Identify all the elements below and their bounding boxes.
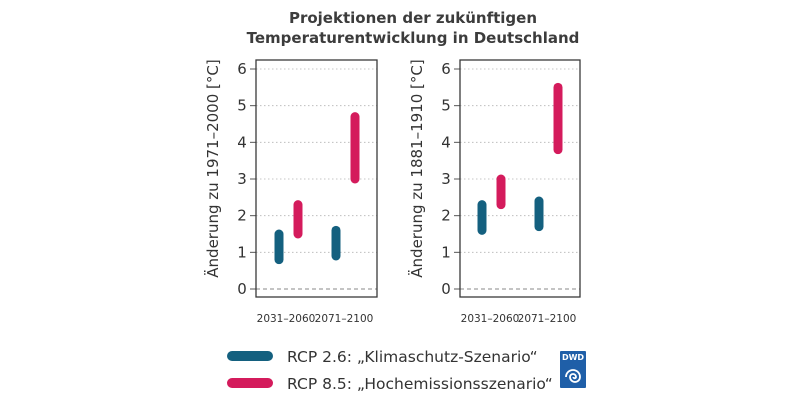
y-tick-label: 2	[441, 207, 451, 225]
chart-panel-1: 0 1 2 3 4 5 6 Änderung zu 1971–2000 [°C] 2031–20…	[203, 59, 378, 325]
x-category-label: 2031–2060	[461, 313, 520, 325]
y-axis-label: Änderung zu 1881–1910 [°C]	[407, 59, 426, 277]
y-tick-label: 2	[237, 207, 247, 225]
y-tick-label: 3	[441, 170, 451, 188]
legend-label-1: RCP 2.6: „Klimaschutz-Szenario“	[287, 348, 538, 366]
y-tick-label: 5	[441, 97, 451, 115]
chart-panel-2: 0 1 2 3 4 5 6 Änderung zu 1881–1910 [°C] 2031–20…	[407, 59, 581, 325]
chart-title-line-2: Temperaturentwicklung in Deutschland	[247, 29, 580, 47]
y-tick-label: 1	[237, 243, 247, 261]
legend: RCP 2.6: „Klimaschutz-Szenario“ RCP 8.5: …	[227, 348, 553, 393]
x-category-label: 2071–2100	[315, 313, 374, 325]
legend-label-2: RCP 8.5: „Hochemissionsszenario“	[287, 375, 553, 393]
y-tick-label: 1	[441, 243, 451, 261]
logo-swirl	[565, 369, 581, 383]
y-tick-label: 0	[237, 280, 247, 298]
plot-frame	[255, 59, 378, 298]
y-tick-label: 4	[237, 133, 247, 151]
y-tick-label: 0	[441, 280, 451, 298]
chart-title-line-1: Projektionen der zukünftigen	[289, 9, 537, 27]
logo-text: DWD	[562, 353, 584, 362]
y-tick-label: 6	[237, 60, 247, 78]
y-tick-label: 3	[237, 170, 247, 188]
x-category-label: 2031–2060	[257, 313, 316, 325]
plot-frame	[459, 59, 581, 298]
dwd-logo-icon: DWD	[560, 351, 586, 388]
y-axis-label: Änderung zu 1971–2000 [°C]	[203, 59, 222, 277]
x-category-label: 2071–2100	[518, 313, 577, 325]
y-tick-label: 6	[441, 60, 451, 78]
y-tick-label: 5	[237, 97, 247, 115]
y-tick-label: 4	[441, 133, 451, 151]
chart-panels: 0 1 2 3 4 5 6 Änderung zu 1971–2000 [°C] 2031–20…	[203, 59, 581, 325]
